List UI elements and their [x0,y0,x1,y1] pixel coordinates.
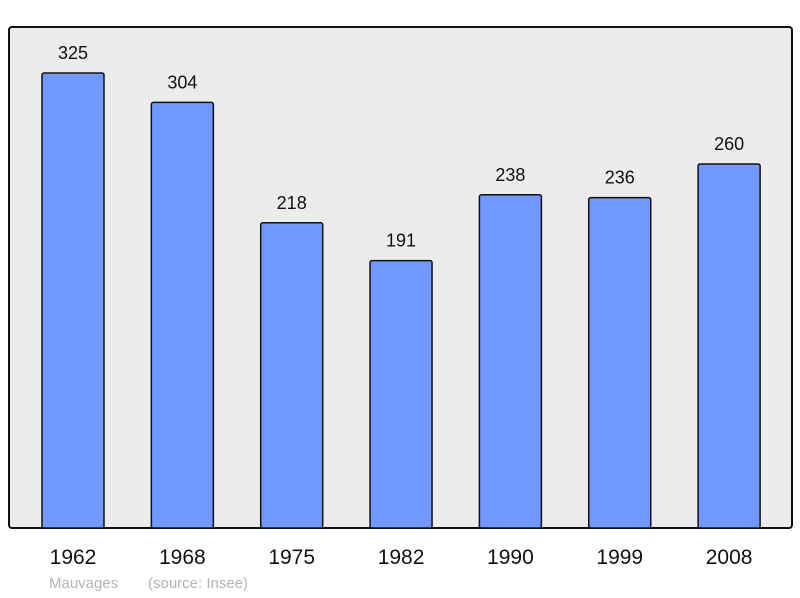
x-tick-label: 1982 [378,546,425,569]
bar-1999 [588,196,652,529]
value-label: 325 [58,43,88,63]
value-label: 191 [386,231,416,251]
value-label: 236 [605,168,635,188]
footer-place: Mauvages [49,575,119,592]
x-tick-label: 1975 [268,546,315,569]
bar-1982 [369,259,433,529]
x-tick-label: 1999 [596,546,643,569]
x-tick-label: 2008 [706,546,753,569]
x-tick-label: 1962 [50,546,97,569]
footer-source: (source: Insee) [148,575,249,592]
value-label: 260 [714,134,744,154]
value-label: 238 [495,165,525,185]
bar-1975 [259,222,324,529]
value-label: 304 [167,72,197,92]
x-tick-label: 1968 [159,546,206,569]
value-label: 218 [277,193,307,213]
bar-2008 [697,163,761,529]
bar-1990 [478,194,543,529]
bar-1968 [150,101,215,529]
bar-1962 [41,72,105,529]
x-tick-label: 1990 [487,546,534,569]
